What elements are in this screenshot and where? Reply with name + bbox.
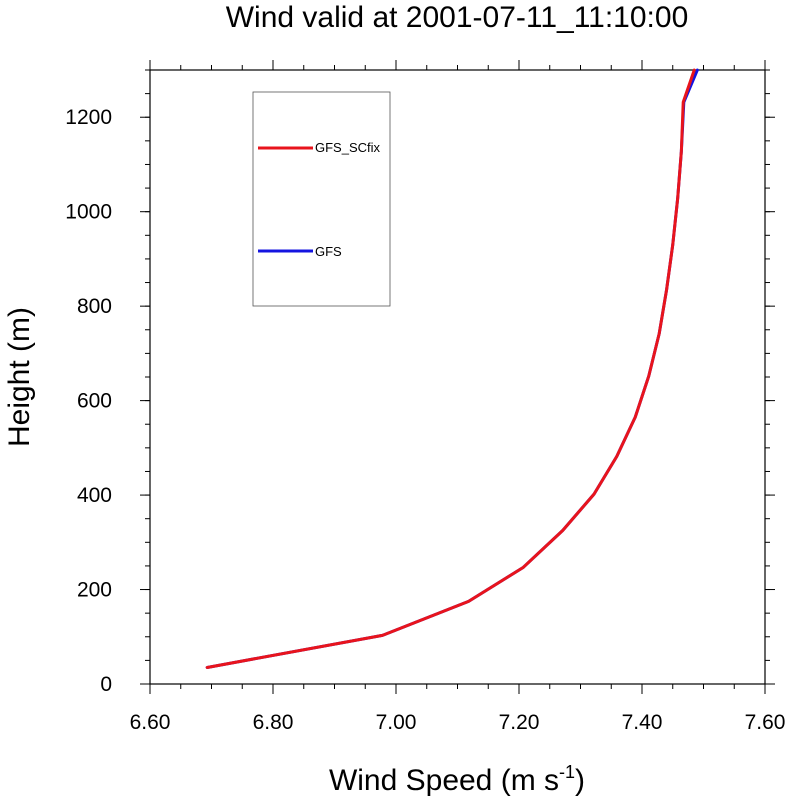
legend-box — [252, 91, 391, 307]
x-tick-label: 7.00 — [376, 711, 417, 734]
y-tick-labels: 0 200 400 600 800 1000 1200 — [65, 106, 112, 696]
y-axis-label: Height (m) — [3, 307, 36, 447]
chart-title: Wind valid at 2001-07-11_11:10:00 — [226, 1, 689, 34]
series-line-gfs-scfix — [205, 68, 696, 669]
x-axis-label-main: Wind Speed (m s — [329, 764, 559, 797]
legend-label-gfs-scfix: GFS_SCfix — [315, 140, 381, 155]
y-tick-label: 600 — [77, 390, 112, 413]
y-tick-label: 800 — [77, 295, 112, 318]
y-tick-label: 400 — [77, 484, 112, 507]
x-tick-labels: 6.60 6.80 7.00 7.20 7.40 7.60 — [130, 711, 786, 734]
x-tick-label: 7.40 — [622, 711, 663, 734]
x-tick-label: 7.20 — [499, 711, 540, 734]
y-tick-label: 200 — [77, 579, 112, 602]
x-axis-label: Wind Speed (m s-1) — [329, 762, 585, 797]
axis-ticks — [140, 60, 775, 694]
x-tick-label: 7.60 — [745, 711, 786, 734]
series-lines — [205, 68, 699, 669]
y-tick-label: 0 — [100, 673, 112, 696]
y-tick-label: 1000 — [65, 201, 112, 224]
y-tick-label: 1200 — [65, 106, 112, 129]
x-tick-label: 6.80 — [253, 711, 294, 734]
legend-label-gfs: GFS — [315, 244, 342, 259]
plot-frame — [149, 69, 766, 685]
x-tick-label: 6.60 — [130, 711, 171, 734]
x-axis-label-suffix: ) — [575, 764, 585, 797]
x-axis-label-superscript: -1 — [559, 762, 575, 782]
legend: GFS_SCfix GFS — [252, 91, 391, 307]
